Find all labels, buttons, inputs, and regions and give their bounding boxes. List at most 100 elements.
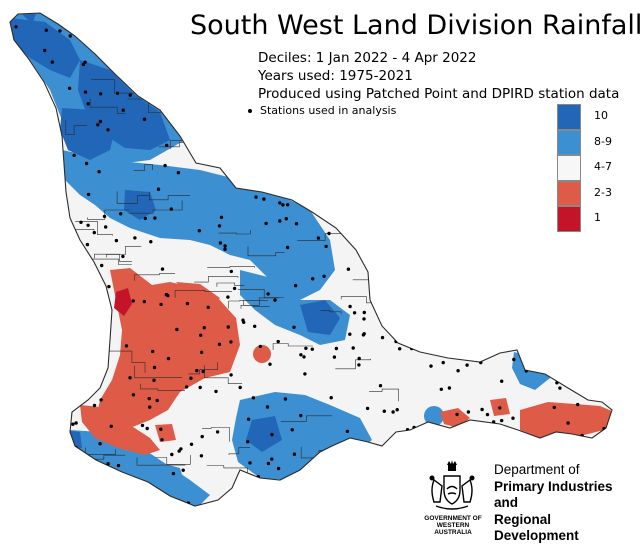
district-boundary [207,266,255,268]
station-marker [232,41,236,45]
station-marker [415,248,419,252]
station-marker [322,274,326,278]
district-boundary [116,191,150,204]
station-marker [237,483,242,488]
station-marker [564,332,568,337]
station-marker [229,340,233,344]
station-marker [10,54,12,58]
station-marker [166,356,171,361]
station-marker [219,121,223,126]
station-marker [368,490,373,495]
station-marker [493,136,497,140]
station-marker [121,108,125,112]
station-marker [270,457,274,461]
station-marker [29,175,34,179]
station-marker [276,149,280,153]
station-marker [384,473,389,477]
station-marker [345,184,349,188]
station-marker [264,164,268,168]
station-marker [333,454,337,458]
station-marker [515,314,519,318]
station-marker [189,442,194,446]
station-marker [440,167,444,172]
station-marker [327,231,331,236]
station-marker [28,301,33,305]
station-marker [217,342,222,346]
station-marker [558,386,562,390]
station-marker [515,299,519,303]
station-marker [429,364,433,368]
station-marker [83,90,88,94]
station-marker [376,256,381,260]
station-marker [102,214,107,219]
station-marker [199,333,203,337]
station-marker [223,58,228,63]
district-boundary [218,230,251,235]
legend-label: 10 [594,109,608,122]
district-boundary [216,73,257,84]
station-marker [555,381,559,385]
legend-label: 4-7 [594,160,612,173]
station-marker [599,444,604,449]
station-marker [36,427,40,432]
station-marker [148,405,152,409]
station-marker [570,48,574,53]
station-marker [508,138,512,142]
station-marker [405,133,410,137]
station-marker [420,442,424,446]
district-boundary [228,447,250,455]
station-marker [22,181,26,186]
station-marker [17,373,21,378]
station-marker [184,385,189,389]
station-marker [88,336,92,341]
station-marker [394,187,399,191]
station-marker [514,160,518,164]
station-marker [119,13,124,17]
station-marker [436,431,440,435]
station-marker [444,441,448,446]
station-marker [86,192,91,197]
station-marker [188,146,193,150]
station-marker [456,204,460,209]
station-marker [272,503,276,506]
station-marker [352,311,357,315]
station-marker [198,385,202,390]
district-boundary [272,343,313,350]
station-marker [86,223,90,227]
station-marker [165,143,169,147]
department-line-3: Regional Development [494,511,579,544]
station-marker [436,194,440,198]
station-marker [264,221,268,226]
station-marker [413,260,417,264]
station-marker [312,184,316,188]
station-marker [251,396,256,400]
station-marker [116,463,121,468]
station-marker [147,396,151,401]
station-marker [490,63,494,68]
district-boundary [165,80,209,90]
station-marker [20,199,24,204]
station-marker [471,45,476,49]
station-marker [472,126,476,130]
source-line: Produced using Patched Point and DPIRD s… [258,86,620,102]
station-marker [474,196,478,201]
station-marker [560,302,564,306]
station-marker [58,29,62,33]
station-marker [512,357,516,362]
station-marker [370,279,374,283]
station-marker [475,220,479,224]
station-marker [197,229,201,233]
station-marker [492,420,496,424]
wa-coat-of-arms-icon [429,460,475,510]
station-marker [141,496,145,500]
station-marker [512,226,516,230]
station-marker [419,300,424,305]
district-boundary [240,297,279,309]
station-marker [27,226,32,230]
station-marker [115,91,120,96]
station-marker [67,86,72,91]
district-boundary [89,98,126,114]
station-marker [442,67,447,71]
station-marker [607,431,612,436]
station-marker [336,450,341,454]
